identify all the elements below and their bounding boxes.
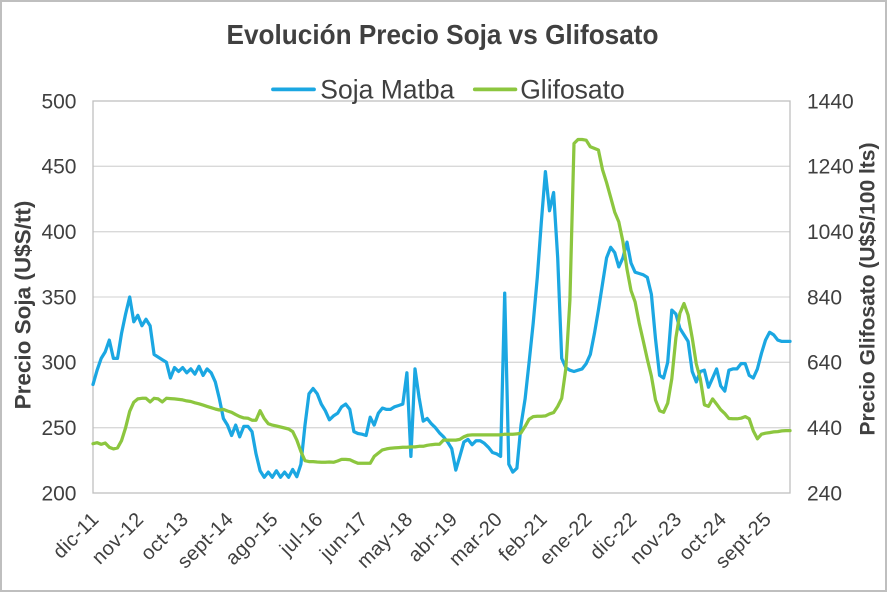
svg-text:1240: 1240 bbox=[807, 156, 854, 179]
svg-text:400: 400 bbox=[41, 221, 76, 244]
svg-text:Precio Glifosato (U$S/100 lts): Precio Glifosato (U$S/100 lts) bbox=[857, 143, 880, 436]
svg-text:500: 500 bbox=[41, 90, 76, 113]
svg-text:200: 200 bbox=[41, 482, 76, 505]
svg-text:440: 440 bbox=[807, 417, 842, 440]
svg-text:1040: 1040 bbox=[807, 221, 854, 244]
svg-text:Precio Soja (U$S/tt): Precio Soja (U$S/tt) bbox=[11, 201, 36, 410]
svg-text:250: 250 bbox=[41, 417, 76, 440]
svg-text:640: 640 bbox=[807, 352, 842, 375]
svg-text:Soja Matba: Soja Matba bbox=[320, 75, 454, 105]
svg-text:Evolución Precio Soja vs Glifo: Evolución Precio Soja vs Glifosato bbox=[227, 19, 659, 50]
svg-text:300: 300 bbox=[41, 352, 76, 375]
svg-text:350: 350 bbox=[41, 286, 76, 309]
svg-text:240: 240 bbox=[807, 482, 842, 505]
svg-text:840: 840 bbox=[807, 286, 842, 309]
svg-text:1440: 1440 bbox=[807, 90, 854, 113]
svg-text:450: 450 bbox=[41, 156, 76, 179]
svg-text:Glifosato: Glifosato bbox=[520, 75, 625, 105]
